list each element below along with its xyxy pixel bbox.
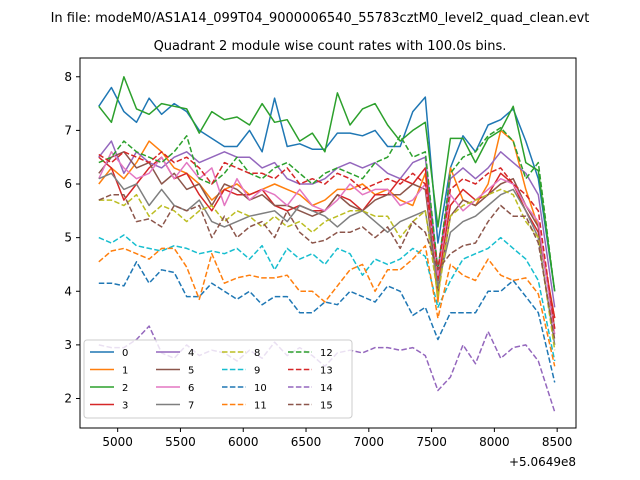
series-line-11: [98, 244, 556, 367]
series-line-7: [98, 172, 556, 346]
y-tick-label-5: 5: [64, 231, 72, 245]
legend-label-12: 12: [320, 348, 333, 359]
legend-label-15: 15: [320, 401, 333, 412]
y-tick-label-2: 2: [64, 392, 72, 406]
legend-label-3: 3: [122, 401, 128, 412]
series-line-2: [98, 76, 556, 292]
legend-label-13: 13: [320, 366, 333, 377]
series-line-13: [98, 151, 556, 329]
legend-label-8: 8: [254, 348, 260, 359]
x-tick-label-7500: 7500: [416, 435, 447, 449]
legend-label-14: 14: [320, 383, 333, 394]
series-line-12: [98, 126, 556, 292]
x-tick-label-6500: 6500: [291, 435, 322, 449]
x-offset-label: +5.0649e8: [509, 455, 576, 469]
y-tick-label-8: 8: [64, 70, 72, 84]
legend-label-2: 2: [122, 383, 128, 394]
legend-label-10: 10: [254, 383, 267, 394]
x-axis: 5000 5500 6000 6500 7000 7500 8000 8500: [102, 428, 572, 449]
x-tick-label-5500: 5500: [165, 435, 196, 449]
series-line-8: [98, 188, 556, 351]
plot-frame: [79, 57, 577, 429]
legend-label-7: 7: [188, 401, 194, 412]
series-line-4: [98, 140, 556, 308]
suptitle: In file: modeM0/AS1A14_099T04_9000006540…: [51, 11, 590, 26]
y-tick-label-3: 3: [64, 338, 72, 352]
legend-label-5: 5: [188, 366, 194, 377]
x-tick-label-5000: 5000: [102, 435, 133, 449]
legend-label-11: 11: [254, 401, 267, 412]
series-layer: [98, 76, 556, 413]
y-tick-label-4: 4: [64, 284, 72, 298]
legend-box: [83, 339, 353, 419]
legend-label-6: 6: [188, 383, 194, 394]
legend-label-1: 1: [122, 366, 128, 377]
series-line-15: [98, 193, 556, 340]
y-tick-label-6: 6: [64, 177, 72, 191]
x-tick-label-8000: 8000: [479, 435, 510, 449]
y-tick-label-7: 7: [64, 123, 72, 137]
legend-label-9: 9: [254, 366, 260, 377]
legend-label-0: 0: [122, 348, 128, 359]
x-tick-label-8500: 8500: [542, 435, 573, 449]
x-tick-label-7000: 7000: [354, 435, 385, 449]
legend-label-4: 4: [188, 348, 194, 359]
x-tick-label-6000: 6000: [228, 435, 259, 449]
series-line-9: [98, 234, 556, 362]
y-axis: 2 3 4 5 6 7 8: [64, 70, 80, 406]
chart-title: Quadrant 2 module wise count rates with …: [154, 39, 507, 54]
series-line-10: [98, 261, 556, 383]
